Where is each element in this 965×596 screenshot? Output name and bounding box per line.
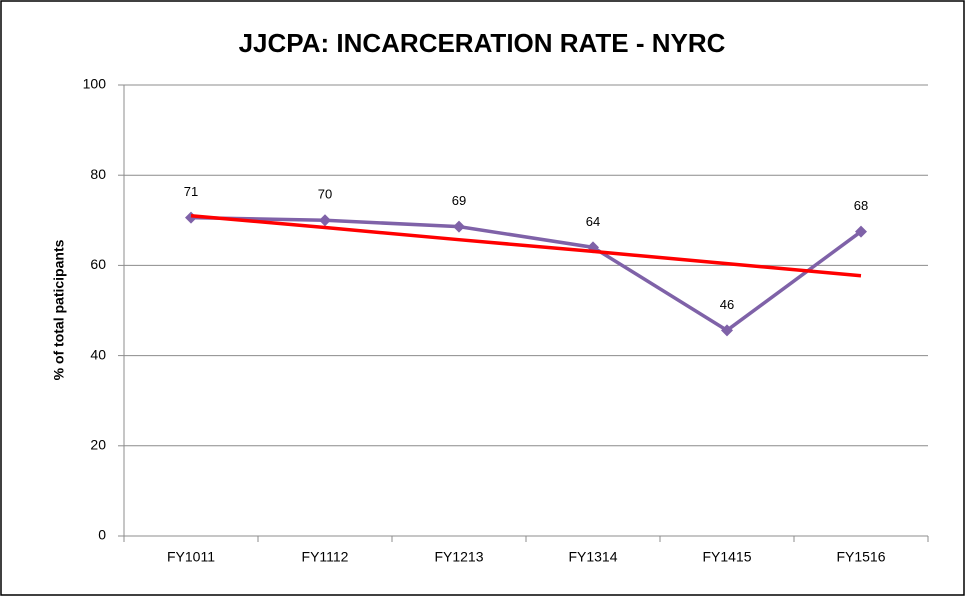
marker: [453, 220, 465, 233]
data-label: 70: [318, 187, 332, 202]
y-tick-label: 60: [90, 256, 106, 272]
x-tick-label: FY1011: [167, 549, 215, 565]
marker: [721, 324, 733, 337]
data-label: 64: [586, 214, 600, 229]
y-tick-label: 20: [90, 437, 106, 453]
y-tick-label: 80: [90, 166, 106, 182]
chart-title: JJCPA: INCARCERATION RATE - NYRC: [239, 28, 726, 58]
x-tick-label: FY1516: [836, 549, 885, 565]
marker: [855, 225, 867, 238]
y-tick-label: 100: [83, 76, 107, 92]
y-axis-label: % of total paticipants: [51, 239, 67, 380]
marker: [319, 214, 331, 227]
data-label: 46: [720, 297, 734, 312]
data-label: 69: [452, 193, 466, 208]
x-tick-label: FY1314: [568, 549, 617, 565]
x-tick-label: FY1415: [702, 549, 751, 565]
y-tick-label: 40: [90, 346, 106, 362]
x-tick-label: FY1112: [302, 549, 349, 565]
y-tick-label: 0: [98, 527, 106, 543]
series-line: [190, 214, 862, 278]
data-label: 71: [184, 184, 198, 199]
x-tick-label: FY1213: [434, 549, 483, 565]
series-line: [190, 215, 863, 333]
data-label: 68: [854, 198, 868, 213]
